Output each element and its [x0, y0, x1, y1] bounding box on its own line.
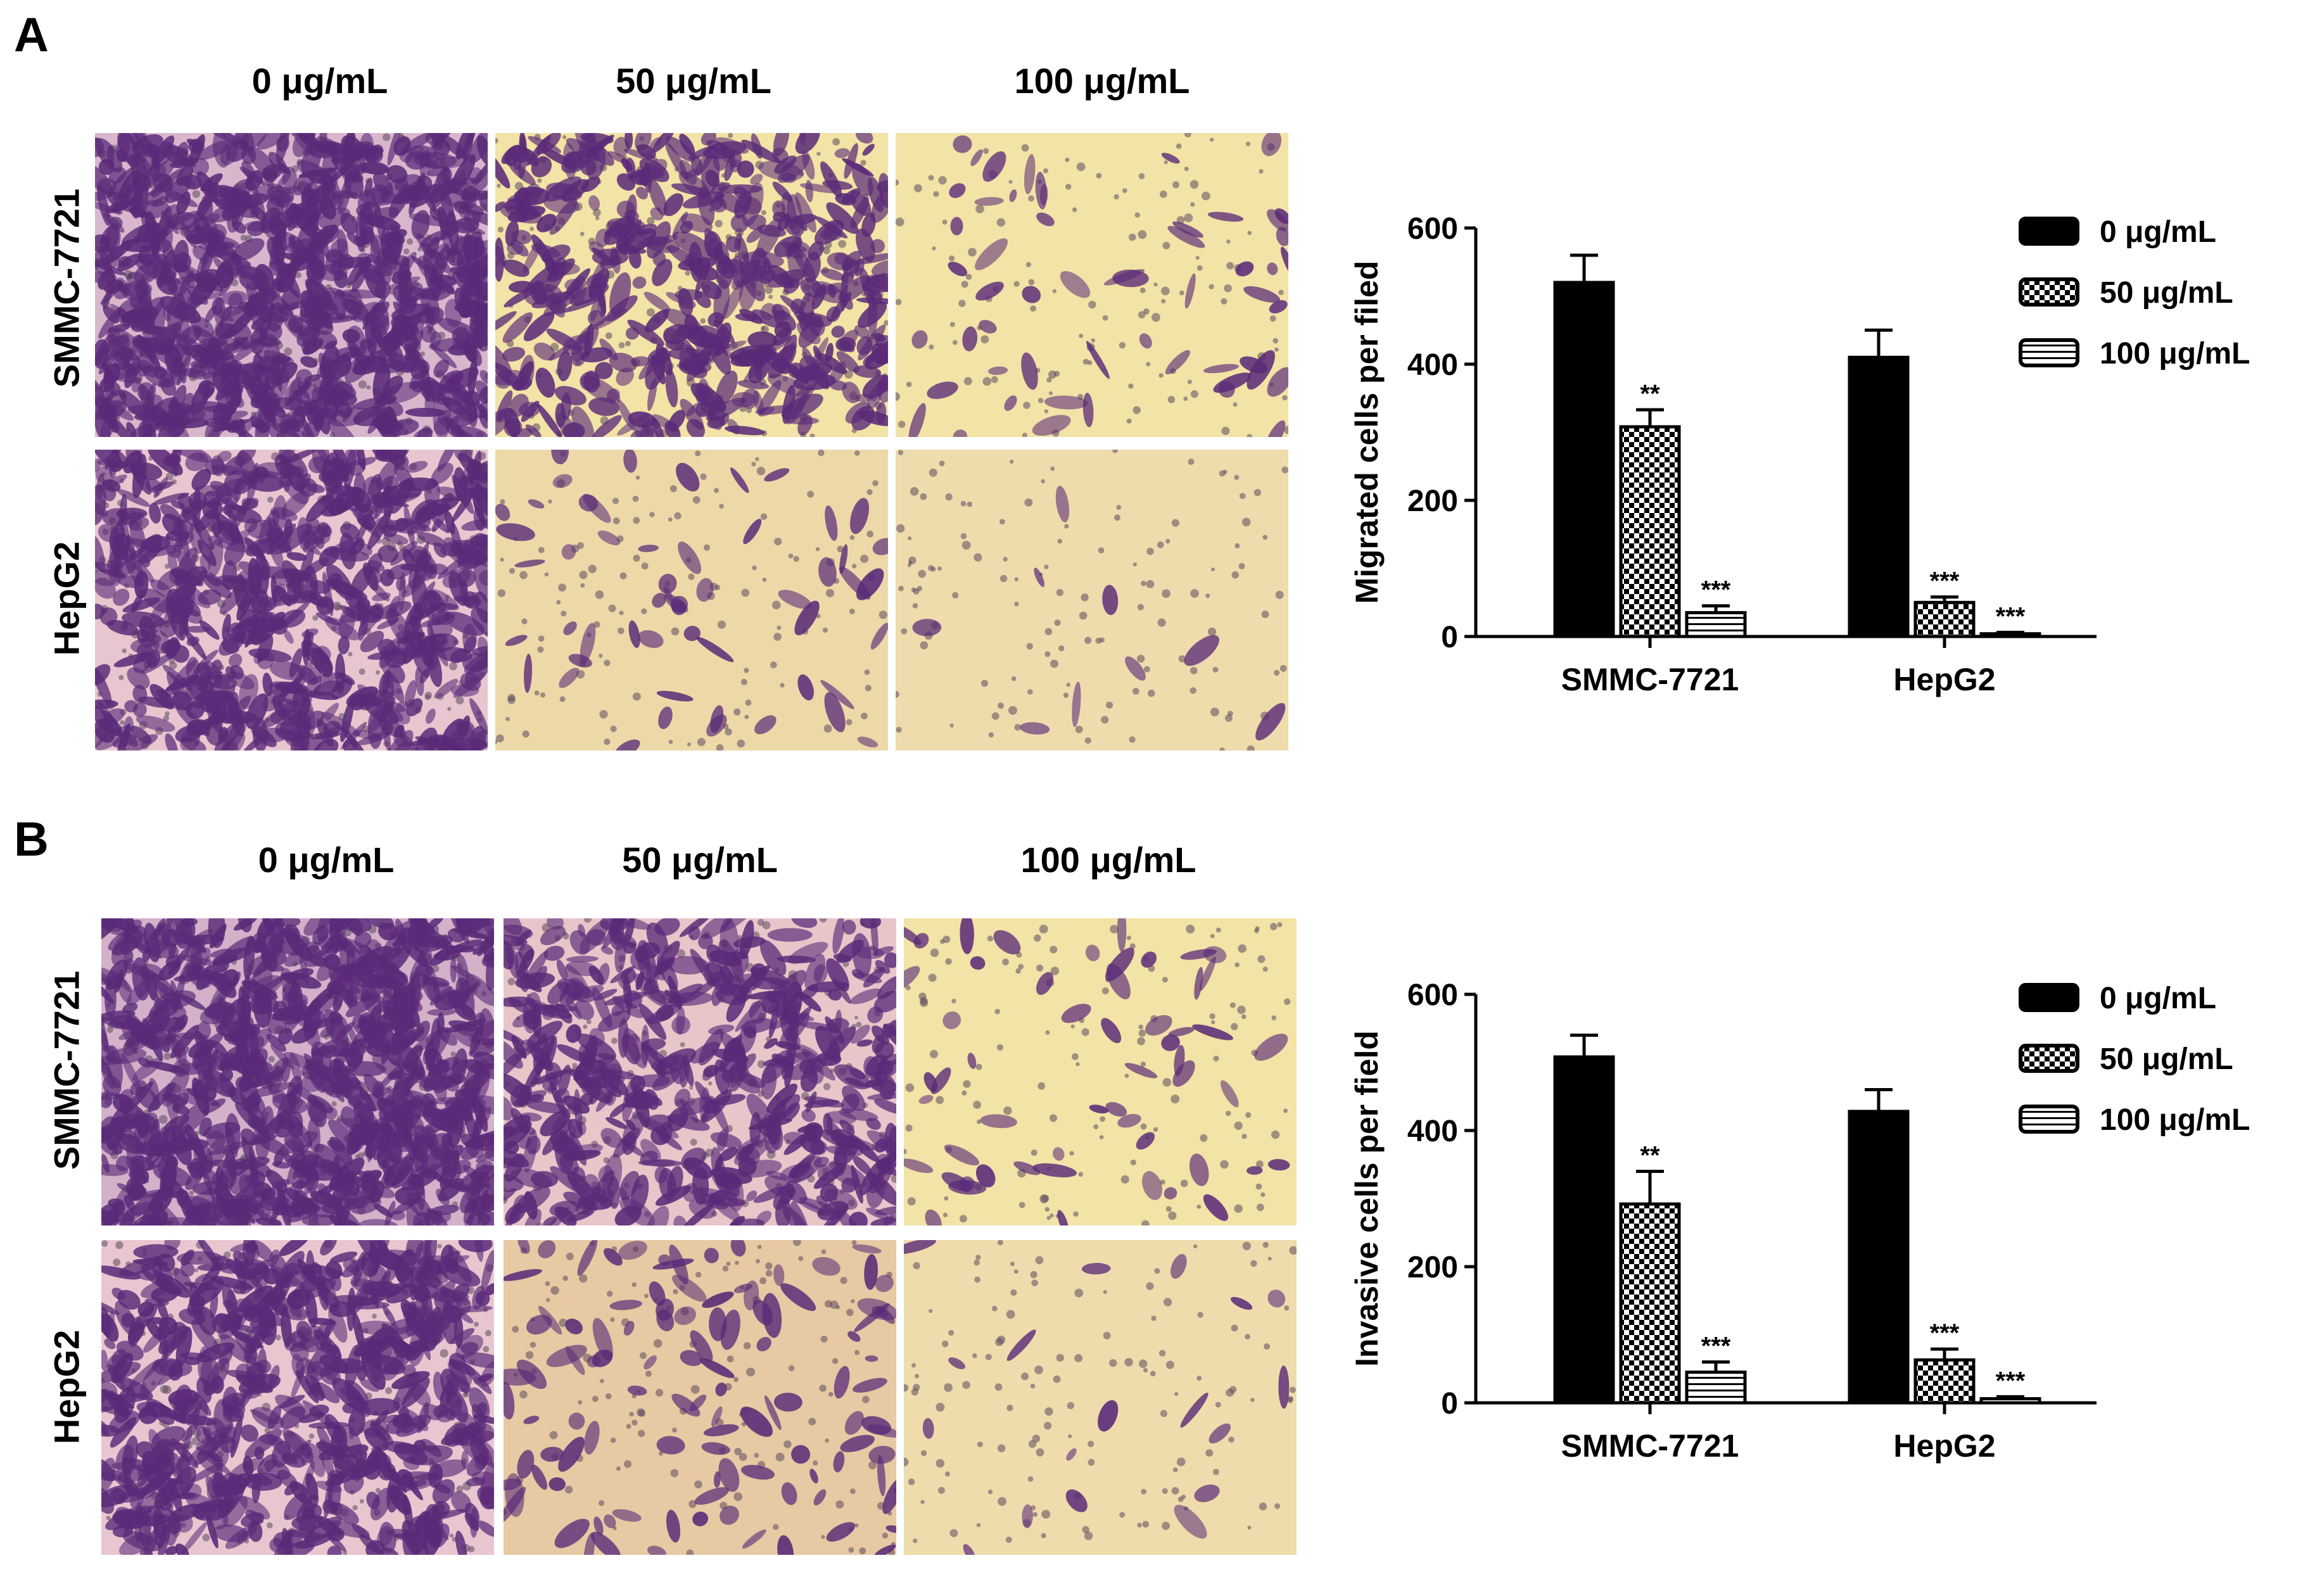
significance-label: *** — [1996, 603, 2026, 631]
significance-label: *** — [1701, 1333, 1731, 1360]
y-tick-label: 400 — [1407, 348, 1458, 382]
bar — [1621, 1204, 1679, 1403]
concentration-label-0: 0 μg/mL — [149, 839, 504, 880]
panel-letter-a: A — [14, 8, 49, 63]
legend-label: 0 μg/mL — [2100, 982, 2216, 1015]
concentration-label-50: 50 μg/mL — [523, 839, 877, 880]
x-tick-label: HepG2 — [1893, 662, 1995, 697]
bar — [1915, 602, 1974, 636]
bar — [1555, 282, 1613, 636]
bar — [1915, 1360, 1974, 1403]
bar — [1555, 1057, 1613, 1403]
legend-swatch — [2021, 279, 2078, 305]
y-tick-label: 200 — [1407, 484, 1458, 518]
significance-label: ** — [1640, 380, 1660, 408]
row-label-hepg2: HepG2 — [46, 1330, 87, 1445]
legend-swatch — [2021, 340, 2078, 365]
significance-label: *** — [1701, 576, 1731, 604]
micrograph-smmc7721-50 — [504, 918, 896, 1226]
x-tick-label: SMMC-7721 — [1561, 662, 1739, 697]
micrograph-smmc7721-0 — [95, 133, 488, 437]
micrograph-smmc7721-50 — [495, 133, 888, 437]
bar-chart-migration: 0 200 400 600 Migrated cells per filed SMMC-7… — [1330, 184, 2293, 754]
row-label-smmc7721: SMMC-7721 — [46, 971, 87, 1170]
bar — [1981, 634, 2040, 636]
significance-label: *** — [1930, 1319, 1960, 1347]
micrograph-hepg2-50 — [504, 1240, 896, 1555]
bar — [1981, 1399, 2040, 1403]
legend-swatch — [2021, 985, 2078, 1010]
legend-label: 100 μg/mL — [2100, 337, 2250, 370]
bar — [1849, 1112, 1908, 1403]
significance-label: *** — [1996, 1367, 2026, 1395]
micrograph-smmc7721-0 — [101, 918, 494, 1226]
x-tick-label: SMMC-7721 — [1561, 1428, 1739, 1464]
y-axis-label: Migrated cells per filed — [1349, 261, 1385, 604]
micrograph-hepg2-0 — [95, 450, 488, 750]
y-tick-label: 0 — [1441, 621, 1458, 654]
concentration-label-100: 100 μg/mL — [931, 839, 1286, 880]
bar — [1687, 1372, 1745, 1403]
y-tick-label: 600 — [1407, 212, 1458, 246]
concentration-label-100: 100 μg/mL — [925, 60, 1279, 101]
x-tick-label: HepG2 — [1893, 1428, 1995, 1464]
legend-label: 50 μg/mL — [2100, 1042, 2233, 1076]
bar-chart-invasion: 0 200 400 600 Invasive cells per field SMMC-7… — [1330, 950, 2293, 1596]
legend-label: 100 μg/mL — [2100, 1103, 2250, 1137]
y-tick-label: 0 — [1441, 1387, 1458, 1421]
y-tick-label: 400 — [1407, 1115, 1458, 1148]
micrograph-hepg2-0 — [101, 1240, 494, 1555]
bar — [1687, 612, 1745, 636]
concentration-label-0: 0 μg/mL — [143, 60, 497, 101]
bar — [1621, 427, 1679, 636]
y-tick-label: 600 — [1407, 978, 1458, 1012]
micrograph-hepg2-50 — [495, 450, 888, 750]
significance-label: *** — [1930, 567, 1960, 595]
row-label-smmc7721: SMMC-7721 — [46, 189, 87, 388]
legend-label: 0 μg/mL — [2100, 215, 2216, 249]
concentration-label-50: 50 μg/mL — [516, 60, 871, 101]
significance-label: ** — [1640, 1142, 1660, 1170]
bar — [1849, 357, 1908, 636]
legend-swatch — [2021, 1106, 2078, 1132]
micrograph-hepg2-100 — [896, 450, 1288, 750]
y-axis-label: Invasive cells per field — [1349, 1030, 1385, 1367]
panel-letter-b: B — [14, 812, 49, 867]
row-label-hepg2: HepG2 — [46, 542, 87, 656]
legend-label: 50 μg/mL — [2100, 276, 2233, 310]
micrograph-smmc7721-100 — [904, 918, 1297, 1226]
micrograph-smmc7721-100 — [896, 133, 1288, 437]
micrograph-hepg2-100 — [904, 1240, 1297, 1555]
legend-swatch — [2021, 218, 2078, 244]
legend-swatch — [2021, 1046, 2078, 1071]
y-tick-label: 200 — [1407, 1251, 1458, 1284]
